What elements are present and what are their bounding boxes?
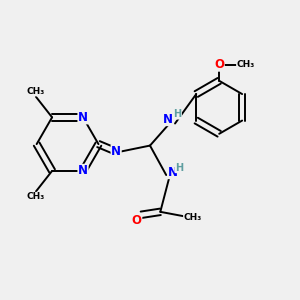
Text: CH₃: CH₃ <box>184 213 202 222</box>
Text: N: N <box>78 164 88 177</box>
Text: CH₃: CH₃ <box>237 60 255 69</box>
Text: O: O <box>132 214 142 226</box>
Text: N: N <box>111 145 121 158</box>
Text: H: H <box>176 163 184 173</box>
Text: H: H <box>173 109 181 119</box>
Text: N: N <box>163 112 173 126</box>
Text: N: N <box>78 111 88 124</box>
Text: N: N <box>168 166 178 178</box>
Text: O: O <box>214 58 224 71</box>
Text: CH₃: CH₃ <box>27 87 45 96</box>
Text: CH₃: CH₃ <box>27 192 45 201</box>
